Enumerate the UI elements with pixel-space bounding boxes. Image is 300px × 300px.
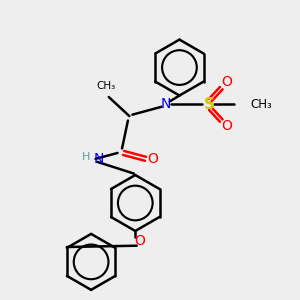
Text: CH₃: CH₃	[96, 81, 116, 91]
Text: N: N	[161, 98, 171, 111]
Text: S: S	[203, 97, 214, 112]
Text: N: N	[94, 152, 104, 166]
Text: O: O	[221, 75, 232, 89]
Text: CH₃: CH₃	[250, 98, 272, 111]
Text: O: O	[134, 234, 145, 248]
Text: H: H	[82, 152, 90, 162]
Text: O: O	[221, 119, 232, 134]
Text: O: O	[148, 152, 158, 166]
